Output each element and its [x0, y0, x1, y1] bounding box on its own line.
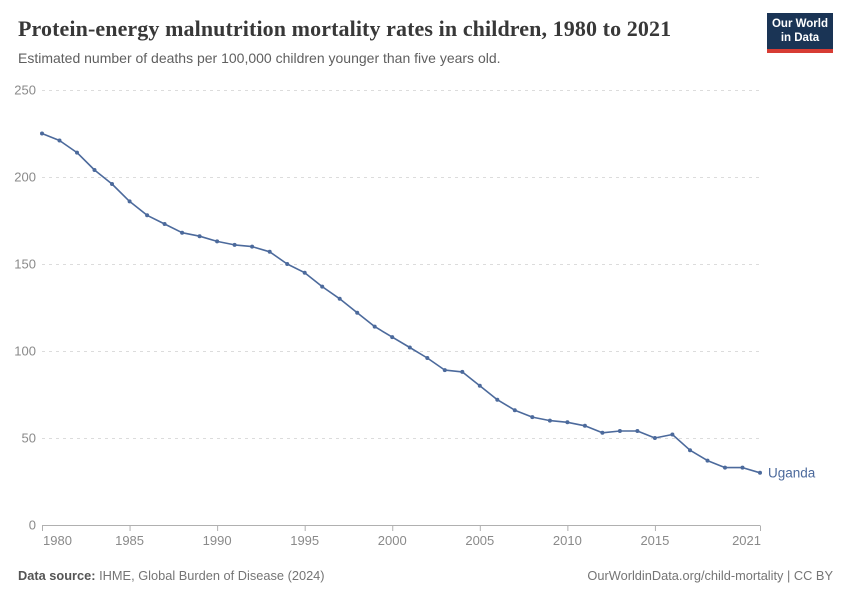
- data-point[interactable]: [688, 448, 692, 453]
- data-point[interactable]: [635, 429, 640, 433]
- x-tick-label: 2005: [465, 533, 494, 548]
- data-point[interactable]: [127, 199, 132, 204]
- owid-logo-line1: Our World: [771, 18, 828, 30]
- x-tick-label: 1985: [115, 533, 144, 548]
- data-point[interactable]: [390, 335, 395, 340]
- data-point[interactable]: [372, 324, 377, 329]
- chart-footer: Data source: IHME, Global Burden of Dise…: [18, 568, 833, 583]
- data-point[interactable]: [92, 168, 97, 172]
- data-source-text: Data source: IHME, Global Burden of Dise…: [18, 568, 325, 583]
- data-point[interactable]: [495, 397, 500, 402]
- data-point[interactable]: [57, 138, 62, 143]
- data-point[interactable]: [180, 230, 185, 235]
- y-tick-label: 200: [14, 170, 36, 185]
- x-tick-label: 1995: [290, 533, 319, 548]
- y-tick-label: 150: [14, 257, 36, 272]
- y-tick-label: 100: [14, 344, 36, 359]
- data-point[interactable]: [425, 356, 430, 360]
- data-point[interactable]: [285, 262, 290, 266]
- y-tick-label: 250: [14, 83, 36, 98]
- data-point[interactable]: [758, 470, 762, 475]
- owid-logo: Our World in Data: [767, 13, 833, 54]
- data-source-value: IHME, Global Burden of Disease (2024): [95, 568, 325, 583]
- data-point[interactable]: [740, 465, 745, 470]
- x-tick-label: 2000: [378, 533, 407, 548]
- data-point[interactable]: [232, 242, 237, 247]
- data-point[interactable]: [705, 458, 710, 463]
- data-source-label: Data source:: [18, 568, 96, 583]
- data-point[interactable]: [512, 408, 517, 413]
- data-point[interactable]: [110, 182, 114, 186]
- data-line-uganda[interactable]: [41, 132, 761, 474]
- x-tick-label: 2015: [640, 533, 669, 548]
- x-tick-label: 1990: [203, 533, 232, 548]
- data-point[interactable]: [442, 368, 447, 373]
- data-point[interactable]: [670, 432, 675, 437]
- data-point[interactable]: [477, 383, 482, 388]
- data-point[interactable]: [320, 284, 325, 289]
- owid-logo-line2: in Data: [780, 31, 820, 44]
- data-point[interactable]: [40, 131, 44, 136]
- y-tick-label: 50: [22, 431, 36, 446]
- data-point[interactable]: [197, 234, 202, 239]
- data-point[interactable]: [145, 213, 150, 218]
- x-tick-label: 2021: [732, 533, 761, 548]
- data-point[interactable]: [652, 436, 657, 440]
- data-point[interactable]: [460, 369, 465, 374]
- data-point[interactable]: [565, 420, 570, 425]
- chart-canvas[interactable]: 0 50 100 150 200 250 1980 1985 1990 1995 2000 2005 2…: [0, 80, 850, 560]
- y-tick-label: 0: [29, 518, 36, 533]
- data-point[interactable]: [75, 150, 79, 155]
- data-point[interactable]: [582, 423, 587, 428]
- data-point[interactable]: [302, 270, 307, 275]
- x-tick-label: 2010: [553, 533, 582, 548]
- credit-text: OurWorldinData.org/child-mortality | CC …: [587, 568, 833, 583]
- data-point[interactable]: [267, 249, 272, 254]
- data-point[interactable]: [530, 415, 535, 420]
- data-point[interactable]: [723, 465, 727, 470]
- chart-title: Protein-energy malnutrition mortality ra…: [18, 16, 672, 41]
- data-point[interactable]: [617, 429, 622, 433]
- data-point[interactable]: [250, 244, 255, 249]
- data-point[interactable]: [355, 310, 360, 315]
- data-point[interactable]: [337, 296, 342, 301]
- data-point[interactable]: [162, 222, 167, 226]
- data-point[interactable]: [407, 345, 412, 350]
- data-point[interactable]: [600, 430, 605, 435]
- data-point[interactable]: [215, 239, 220, 244]
- entity-label-uganda[interactable]: Uganda: [768, 465, 816, 480]
- data-point[interactable]: [547, 418, 552, 423]
- chart-subtitle: Estimated number of deaths per 100,000 c…: [18, 50, 501, 66]
- x-tick-label: 1980: [43, 533, 72, 548]
